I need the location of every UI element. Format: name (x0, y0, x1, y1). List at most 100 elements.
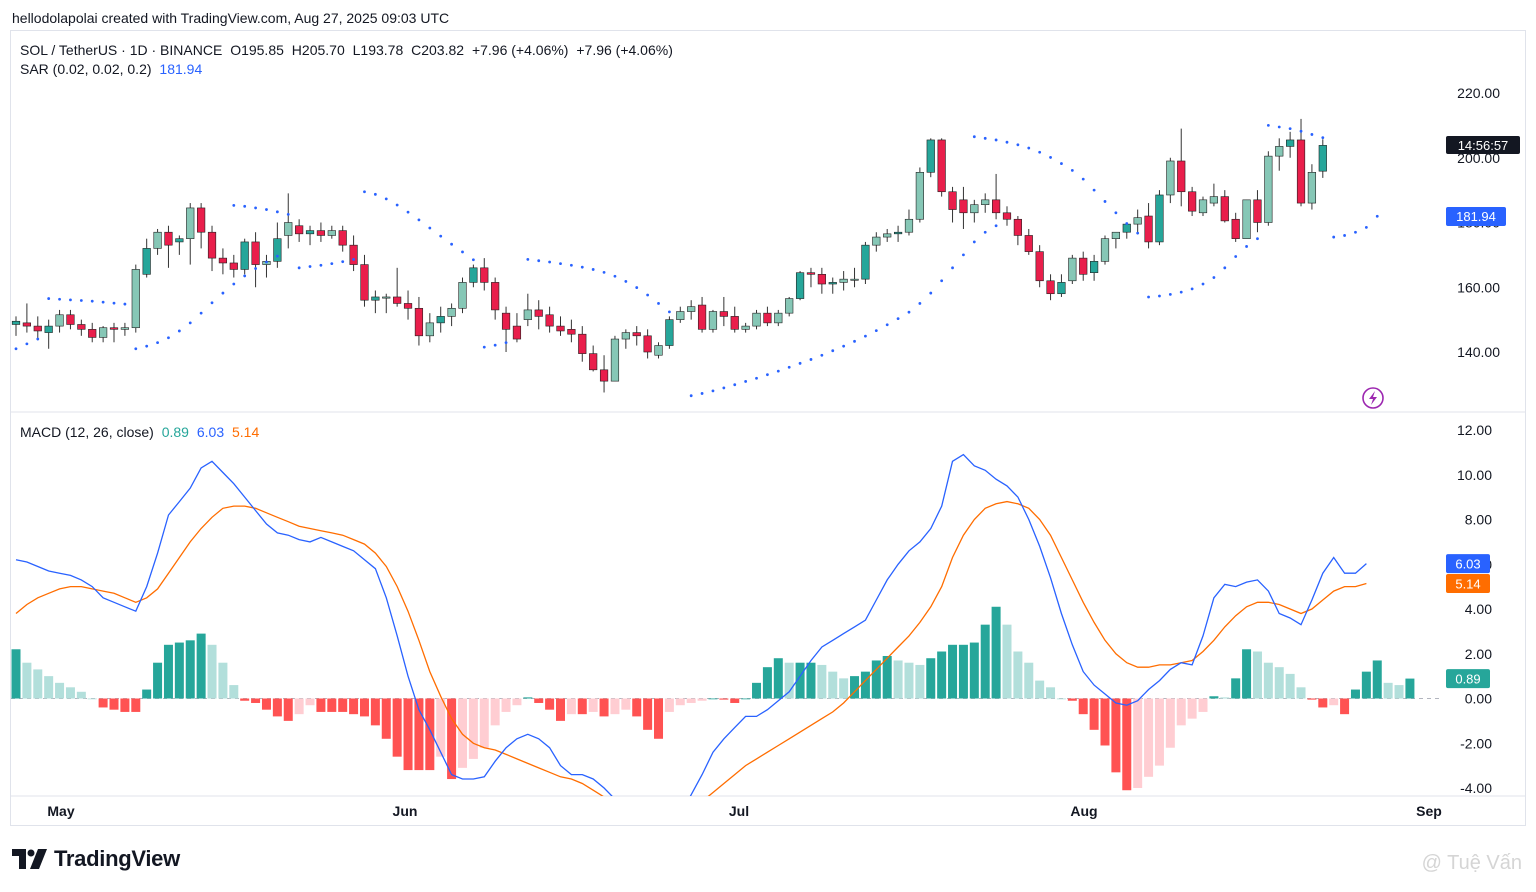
sar-dot (1136, 231, 1140, 235)
candle (741, 325, 750, 330)
macd-histogram-bar (229, 685, 239, 699)
sar-dot (951, 266, 954, 270)
sar-dot (439, 234, 443, 238)
macd-hist-badge-text: 0.89 (1455, 672, 1480, 687)
macd-histogram-bar (675, 698, 685, 706)
macd-histogram-bar (1405, 678, 1415, 699)
candle (164, 231, 173, 246)
candle (197, 207, 206, 233)
sar-dot (668, 310, 671, 314)
sar-price-badge: 181.94 (1446, 207, 1506, 226)
macd-histogram-bar (425, 698, 435, 771)
candle (131, 269, 140, 329)
sar-dot (657, 302, 660, 305)
price-pane (11, 118, 1379, 398)
candle (599, 369, 609, 382)
sar-dot (90, 299, 94, 303)
candle (959, 199, 968, 214)
sar-dot (624, 280, 628, 283)
sar-dot (776, 369, 780, 373)
sar-dot (755, 376, 758, 380)
sar-dot (526, 258, 530, 261)
candle (1122, 223, 1131, 233)
macd-histogram-bar (272, 698, 282, 717)
candle (970, 204, 979, 214)
sar-dot (559, 262, 562, 266)
macd-histogram-bar (893, 660, 903, 699)
sar-dot (1234, 255, 1238, 258)
candle (981, 199, 990, 205)
sar-dot (1364, 225, 1368, 229)
change-value: +7.96 (+4.06%) (471, 42, 569, 58)
macd-axis-label: 2.00 (1465, 646, 1492, 662)
candle (795, 272, 805, 299)
sar-dot (254, 206, 257, 210)
sar-dot (1016, 143, 1020, 147)
macd-histogram-bar (1154, 698, 1164, 766)
candle (1220, 196, 1229, 222)
candle (66, 314, 75, 325)
candle (251, 241, 260, 265)
macd-histogram-bar (327, 698, 337, 712)
candle (839, 278, 848, 283)
candle (1090, 261, 1099, 273)
macd-histogram-bar (1209, 696, 1219, 699)
candle (1024, 235, 1033, 252)
countdown-badge: 14:56:57 (1446, 136, 1520, 154)
sar-dot (1299, 129, 1303, 133)
candle (676, 311, 685, 320)
macd-signal-badge: 5.14 (1446, 573, 1490, 593)
macd-histogram-bar (817, 664, 827, 699)
sar-dot (1212, 276, 1216, 279)
sar-dot (602, 270, 606, 274)
candle (349, 244, 358, 265)
sar-dot (548, 260, 552, 264)
macd-line-value: 6.03 (196, 424, 225, 440)
sar-dot (1103, 200, 1107, 203)
candle (817, 273, 826, 285)
macd-line-badge: 6.03 (1446, 554, 1490, 574)
sar-dot (1277, 125, 1281, 129)
candle (752, 312, 761, 327)
sar-dot (341, 260, 345, 264)
macd-histogram-bar (76, 691, 86, 699)
macd-histogram-bar (44, 676, 54, 699)
candle (654, 345, 663, 356)
macd-histogram-bar (1187, 698, 1197, 719)
candle (1264, 155, 1273, 223)
sar-dot (1114, 211, 1118, 215)
candle (207, 231, 217, 259)
tradingview-brand: TradingView (54, 846, 180, 871)
sar-dot (123, 302, 127, 306)
macd-histogram-bar (577, 698, 587, 715)
candle (643, 335, 652, 353)
price-axis-label: 160.00 (1457, 279, 1500, 295)
macd-histogram-bar (719, 698, 729, 700)
macd-histogram-bar (120, 698, 130, 712)
sar-label[interactable]: SAR (0.02, 0.02, 0.2) (20, 61, 152, 77)
candle (142, 248, 151, 275)
sar-dot (25, 342, 29, 346)
sar-dot (940, 279, 944, 283)
macd-histogram-bar (370, 698, 380, 726)
candle (120, 327, 129, 330)
macd-histogram-bar (632, 698, 642, 717)
candle (1013, 218, 1022, 236)
macd-histogram-bar (904, 662, 914, 699)
macd-histogram-bar (1067, 698, 1077, 701)
symbol-label[interactable]: SOL / TetherUS · 1D · BINANCE (20, 42, 223, 58)
sar-dot (962, 253, 965, 257)
macd-signal-line (15, 500, 1367, 796)
sar-dot (1245, 245, 1248, 248)
candle (218, 257, 228, 264)
sar-dot (1332, 235, 1336, 239)
candle (556, 325, 565, 332)
sar-dot (972, 135, 976, 139)
macd-histogram-bar (708, 698, 718, 700)
sar-dot (1060, 162, 1063, 165)
macd-axis-label: 4.00 (1465, 601, 1492, 617)
macd-label[interactable]: MACD (12, 26, close) (20, 424, 154, 440)
macd-histogram-bar (839, 678, 849, 699)
tradingview-logo[interactable]: TradingView (12, 846, 180, 872)
